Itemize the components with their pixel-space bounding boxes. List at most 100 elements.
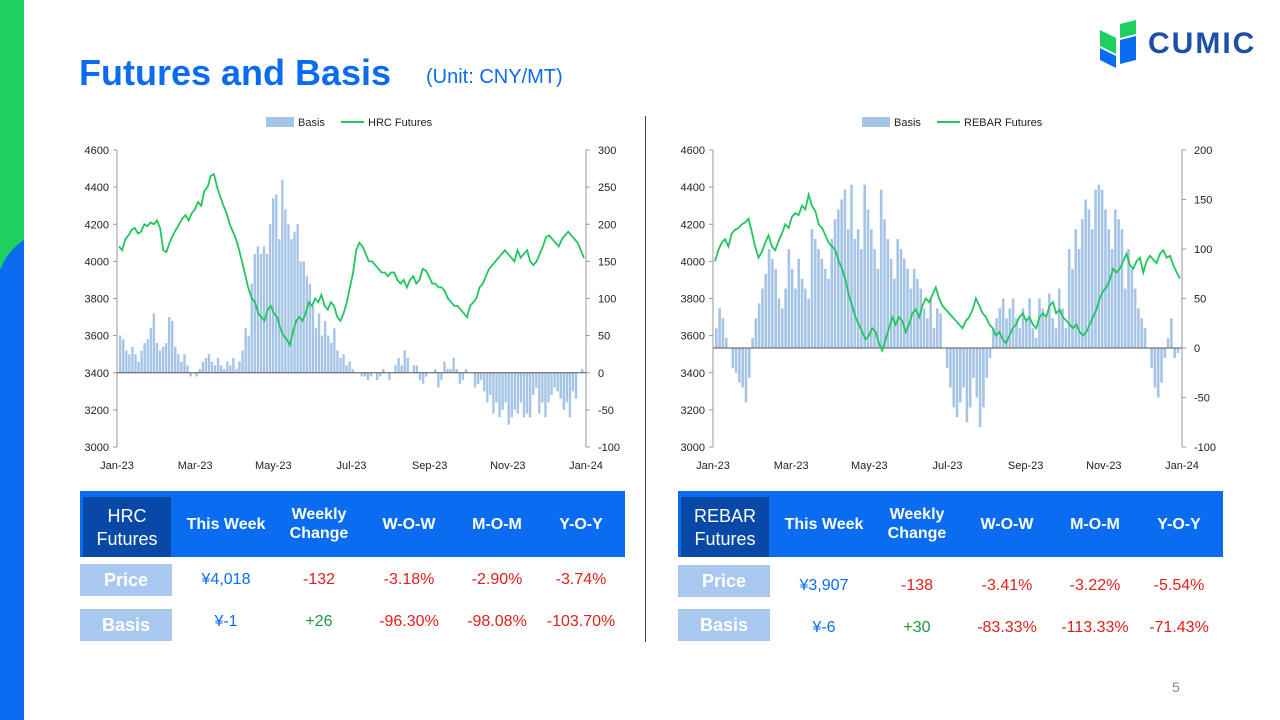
basis-bar [1071, 268, 1074, 348]
basis-bar [949, 348, 952, 388]
basis-bar [574, 372, 578, 399]
basis-bar [827, 278, 830, 348]
right-tick-label: 50 [1194, 294, 1206, 306]
basis-bar [1127, 249, 1130, 348]
futures-line [118, 172, 585, 348]
chart-legend: Basis HRC Futures [266, 117, 433, 129]
left-tick-label: 3400 [681, 368, 705, 380]
table-header: REBAR Futures This Week Weekly Change W-O… [678, 491, 1223, 557]
basis-bar [143, 343, 146, 373]
basis-bar [516, 372, 520, 414]
basis-bar [777, 298, 781, 348]
basis-bar [559, 372, 562, 399]
basis-bar [253, 253, 257, 373]
basis-bar [320, 335, 324, 373]
left-tick-label: 3000 [85, 442, 109, 454]
table-cell: +30 [903, 619, 931, 636]
basis-bar [833, 219, 837, 348]
left-tick-label: 3200 [85, 405, 109, 417]
right-tick-label: 50 [598, 331, 610, 343]
basis-bar [476, 372, 480, 384]
legend-swatch-basis [862, 117, 890, 127]
basis-bar [455, 369, 458, 373]
basis-bar [167, 317, 171, 373]
basis-bar [550, 372, 553, 396]
basis-bar [336, 350, 339, 373]
left-tick-label: 3200 [681, 405, 705, 417]
basis-bar [360, 372, 364, 377]
table-corner-label: HRC Futures [83, 497, 171, 557]
header-wow: W-O-W [980, 515, 1034, 533]
basis-bar [446, 369, 449, 373]
basis-bar [271, 198, 275, 373]
basis-bar [906, 268, 909, 348]
left-tick-label: 4600 [681, 145, 705, 157]
header-mom: M-O-M [1070, 515, 1120, 533]
basis-bar [939, 313, 942, 348]
basis-bar [235, 369, 238, 373]
basis-bar [1074, 229, 1078, 348]
basis-bar [797, 258, 801, 348]
basis-bar [1018, 328, 1021, 348]
left-accent-bar [0, 0, 24, 720]
basis-bar [379, 372, 382, 377]
header-wow: W-O-W [382, 515, 436, 533]
header-yoy: Y-O-Y [559, 515, 603, 533]
basis-bar [813, 239, 817, 348]
basis-bar [1054, 328, 1058, 348]
basis-bar [210, 361, 214, 373]
basis-bar [535, 372, 538, 388]
basis-bar [247, 335, 250, 373]
basis-bar [744, 348, 748, 403]
basis-bar [830, 239, 834, 348]
basis-bar [571, 372, 575, 392]
section-divider [645, 116, 646, 642]
basis-bar [161, 346, 165, 373]
basis-bar [330, 343, 333, 373]
header-mom: M-O-M [472, 515, 522, 533]
basis-bar [1094, 189, 1097, 348]
basis-bar [780, 308, 784, 348]
basis-bar [513, 372, 517, 410]
table-cell: -96.30% [379, 613, 439, 630]
basis-bar [866, 209, 870, 348]
x-tick-label: Mar-23 [774, 460, 809, 472]
basis-bar [1034, 338, 1038, 348]
basis-bar [998, 308, 1002, 348]
basis-bar [764, 273, 768, 348]
basis-bar [363, 372, 367, 377]
left-tick-label: 3600 [85, 331, 109, 343]
basis-bar [437, 372, 440, 388]
basis-bar [751, 338, 754, 348]
basis-bar [1048, 293, 1051, 348]
legend-label-basis: Basis [298, 117, 325, 129]
right-tick-label: 200 [598, 219, 616, 231]
basis-bar [738, 348, 741, 383]
basis-bar [207, 354, 211, 373]
basis-bar [122, 339, 125, 373]
basis-bar [278, 239, 281, 373]
basis-bar [259, 253, 263, 373]
basis-bar [507, 372, 510, 425]
basis-bar [1038, 298, 1041, 348]
basis-bar [1067, 249, 1071, 348]
basis-bar [975, 348, 979, 398]
header-this-week: This Week [784, 515, 864, 533]
basis-bar [510, 372, 513, 418]
basis-bar [314, 328, 318, 373]
basis-bar [201, 361, 205, 373]
basis-bar [731, 348, 735, 368]
x-tick-label: Nov-23 [490, 460, 525, 472]
basis-bar [565, 372, 569, 403]
basis-bar [128, 354, 131, 373]
basis-bar [853, 239, 857, 348]
basis-bar [978, 348, 982, 428]
basis-bar [1041, 308, 1045, 348]
basis-bar [820, 258, 824, 348]
basis-bar [223, 369, 226, 373]
table-cell: -3.22% [1069, 577, 1121, 594]
basis-bar [870, 229, 873, 348]
basis-bar [1011, 298, 1015, 348]
table-cell: ¥4,018 [201, 571, 251, 588]
basis-bar [754, 318, 758, 348]
